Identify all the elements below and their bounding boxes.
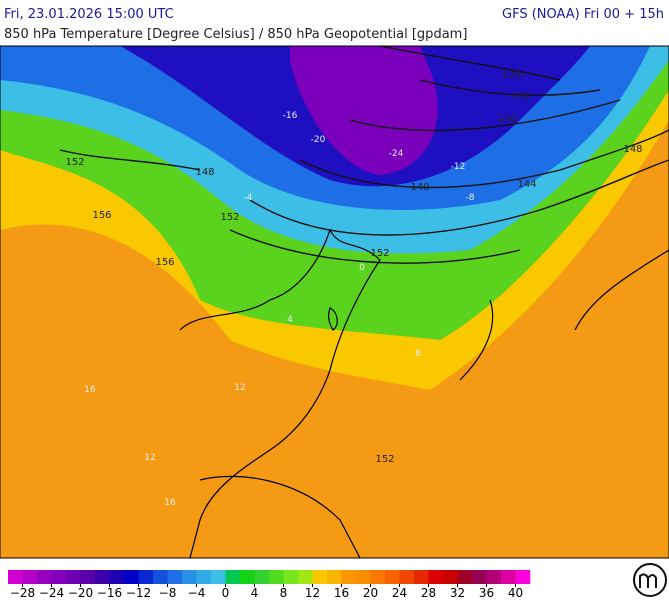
colorbar-label: 16 [334, 586, 349, 600]
header-subtitle: 850 hPa Temperature [Degree Celsius] / 8… [4, 27, 467, 42]
colorbar-swatch [225, 570, 241, 584]
colorbar-swatch [385, 570, 400, 584]
contour-label: 148 [623, 144, 642, 155]
contour-label: 136 [497, 114, 516, 125]
colorbar-label: −12 [126, 586, 151, 600]
colorbar-swatch [254, 570, 270, 584]
colorbar-swatch [428, 570, 444, 584]
header-model: GFS (NOAA) Fri 00 + 15h [502, 7, 664, 22]
colorbar-swatch [443, 570, 458, 584]
colorbar: −28 −24 −20 −16 −12 −8 −4 0 4 8 12 16 20 24 28 32 36 40 [8, 570, 531, 600]
contour-label: -4 [244, 193, 253, 203]
colorbar-swatch [167, 570, 183, 584]
colorbar-swatch [109, 570, 125, 584]
colorbar-label: 24 [392, 586, 407, 600]
contour-label: 148 [195, 167, 214, 178]
header-title: Fri, 23.01.2026 15:00 UTC [4, 7, 174, 22]
colorbar-swatch [414, 570, 429, 584]
colorbar-label: 20 [363, 586, 378, 600]
colorbar-swatch [327, 570, 342, 584]
colorbar-label: 8 [280, 586, 288, 600]
colorbar-label: 0 [222, 586, 230, 600]
colorbar-label: −28 [10, 586, 35, 600]
contour-label: 152 [65, 157, 84, 168]
colorbar-swatch [124, 570, 139, 584]
contour-label: 128 [502, 70, 521, 81]
colorbar-swatch [80, 570, 96, 584]
colorbar-label: 28 [421, 586, 436, 600]
contour-label: 140 [410, 182, 429, 193]
colorbar-label: 12 [305, 586, 320, 600]
colorbar-swatch [486, 570, 502, 584]
colorbar-swatch [196, 570, 212, 584]
colorbar-swatch [356, 570, 371, 584]
colorbar-swatch [283, 570, 299, 584]
contour-label: -24 [389, 149, 404, 159]
colorbar-swatch [211, 570, 226, 584]
colorbar-swatch [22, 570, 38, 584]
colorbar-swatch [37, 570, 52, 584]
contour-label: 132 [511, 91, 530, 102]
contour-label: -8 [466, 193, 475, 203]
colorbar-swatch [370, 570, 386, 584]
contour-label: 12 [234, 383, 245, 393]
logo [633, 563, 667, 597]
contour-label: 12 [144, 453, 155, 463]
colorbar-swatch [457, 570, 473, 584]
contour-label: 144 [517, 179, 536, 190]
colorbar-swatch [95, 570, 110, 584]
contour-label: 0 [359, 263, 365, 273]
colorbar-swatch [298, 570, 313, 584]
contour-label: 8 [415, 349, 421, 359]
colorbar-label: 40 [508, 586, 523, 600]
colorbar-swatch [472, 570, 487, 584]
colorbar-label: 36 [479, 586, 494, 600]
map-frame [0, 45, 669, 559]
purple-region [290, 46, 438, 175]
colorbar-swatch [312, 570, 328, 584]
contour-label: 4 [287, 315, 293, 325]
contour-label: 152 [220, 212, 239, 223]
colorbar-label: −20 [68, 586, 93, 600]
contour-label: -12 [451, 162, 466, 172]
colorbar-swatch [8, 570, 23, 584]
contour-label: 156 [155, 257, 174, 268]
colorbar-label: 32 [450, 586, 465, 600]
contour-label: -20 [311, 135, 326, 145]
colorbar-label: 4 [251, 586, 259, 600]
contour-label: 16 [84, 385, 96, 395]
colorbar-label: −16 [97, 586, 122, 600]
colorbar-swatch [66, 570, 81, 584]
coastlines [179, 228, 669, 558]
contour-label: 152 [375, 454, 394, 465]
colorbar-label: −8 [159, 586, 177, 600]
colorbar-label: −4 [188, 586, 206, 600]
colorbar-swatch [51, 570, 67, 584]
colorbar-swatch [399, 570, 415, 584]
colorbar-swatch [515, 570, 531, 584]
colorbar-swatch [341, 570, 357, 584]
contour-label: 16 [164, 498, 176, 508]
colorbar-swatch [153, 570, 168, 584]
colorbar-swatch [182, 570, 197, 584]
contour-label: 152 [370, 248, 389, 259]
colorbar-label: −24 [39, 586, 64, 600]
colorbar-swatch [138, 570, 154, 584]
colorbar-swatch [269, 570, 284, 584]
colorbar-swatch [240, 570, 255, 584]
contour-label: -16 [283, 111, 298, 121]
contour-label: 156 [92, 210, 111, 221]
colorbar-swatch [501, 570, 516, 584]
